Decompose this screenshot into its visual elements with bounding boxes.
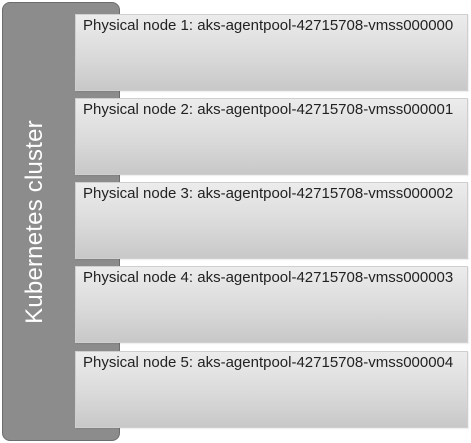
physical-node-2-label: Physical node 2: aks-agentpool-42715708-…: [83, 101, 454, 118]
physical-node-5-label: Physical node 5: aks-agentpool-42715708-…: [83, 354, 454, 371]
physical-node-5: Physical node 5: aks-agentpool-42715708-…: [75, 351, 468, 428]
physical-node-4-label: Physical node 4: aks-agentpool-42715708-…: [83, 269, 454, 286]
physical-node-3: Physical node 3: aks-agentpool-42715708-…: [75, 182, 468, 259]
physical-node-4: Physical node 4: aks-agentpool-42715708-…: [75, 266, 468, 343]
physical-node-1-label: Physical node 1: aks-agentpool-42715708-…: [83, 17, 454, 34]
physical-node-3-label: Physical node 3: aks-agentpool-42715708-…: [83, 185, 454, 202]
physical-node-2: Physical node 2: aks-agentpool-42715708-…: [75, 98, 468, 175]
physical-node-1: Physical node 1: aks-agentpool-42715708-…: [75, 14, 468, 91]
